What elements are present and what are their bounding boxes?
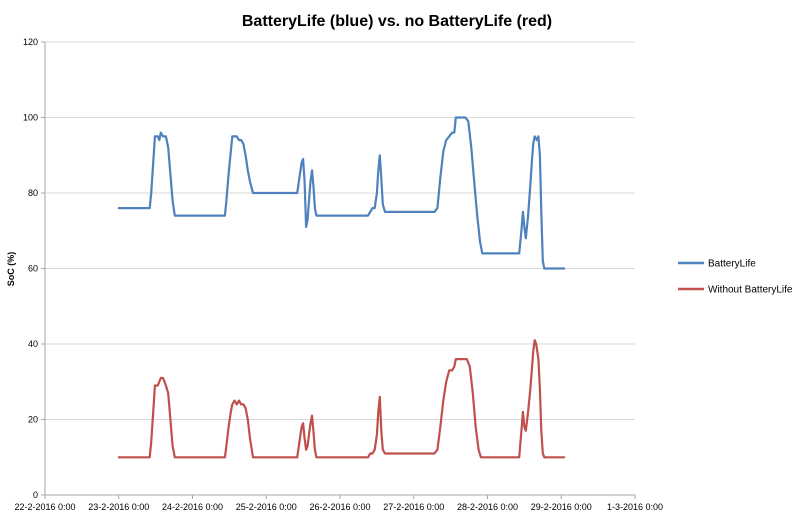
x-tick-label: 23-2-2016 0:00	[88, 502, 149, 512]
y-axis-title: SoC (%)	[6, 252, 16, 287]
gridlines	[45, 41, 635, 420]
x-axis: 22-2-2016 0:00 23-2-2016 0:00 24-2-2016 0:…	[14, 494, 663, 512]
y-tick-label: 20	[28, 415, 38, 425]
x-tick-label: 29-2-2016 0:00	[531, 502, 592, 512]
y-axis: 0 20 40 60 80 100 120	[23, 37, 46, 500]
legend: BatteryLife Without BatteryLife	[678, 259, 793, 296]
x-tick-label: 27-2-2016 0:00	[383, 502, 444, 512]
y-tick-label: 80	[28, 188, 38, 198]
x-tick-label: 28-2-2016 0:00	[457, 502, 518, 512]
chart-title: BatteryLife (blue) vs. no BatteryLife (r…	[242, 13, 552, 30]
y-tick-label: 120	[23, 37, 38, 47]
y-tick-label: 40	[28, 339, 38, 349]
series-lines	[117, 116, 566, 459]
legend-label: Without BatteryLife	[708, 285, 793, 296]
series-line-without-batterylife	[117, 339, 566, 459]
x-tick-label: 1-3-2016 0:00	[607, 502, 663, 512]
x-tick-label: 25-2-2016 0:00	[236, 502, 297, 512]
x-tick-label: 26-2-2016 0:00	[309, 502, 370, 512]
x-tick-label: 24-2-2016 0:00	[162, 502, 223, 512]
series-line-batterylife	[117, 116, 566, 270]
x-tick-label: 22-2-2016 0:00	[14, 502, 75, 512]
y-tick-label: 0	[33, 490, 38, 500]
legend-label: BatteryLife	[708, 259, 756, 270]
y-tick-label: 60	[28, 264, 38, 274]
y-tick-label: 100	[23, 113, 38, 123]
